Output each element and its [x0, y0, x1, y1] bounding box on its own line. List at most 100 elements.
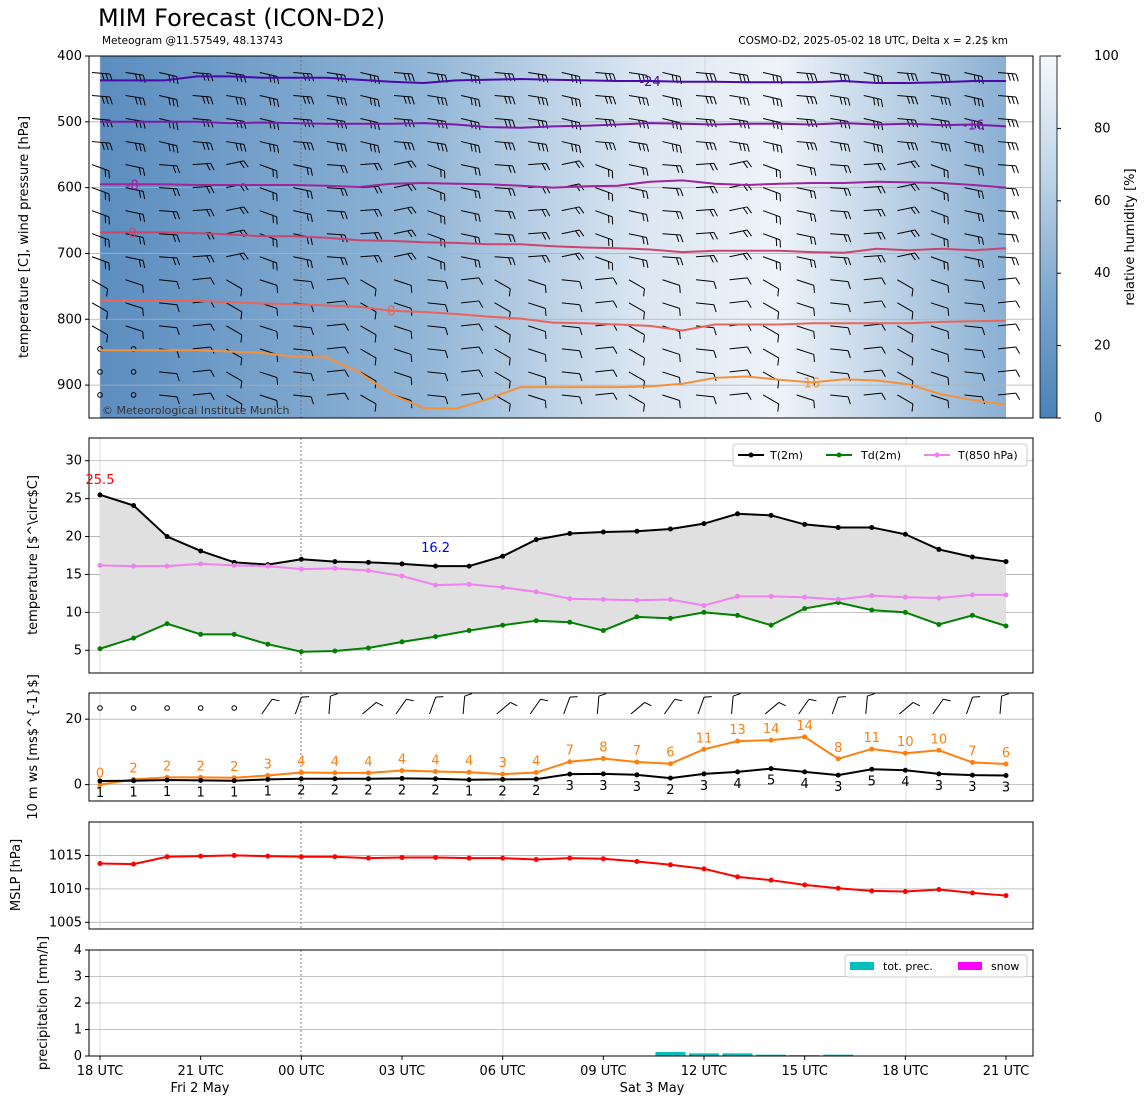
barb-flag	[340, 143, 344, 152]
series-point	[500, 776, 506, 782]
barb-shaft	[595, 71, 614, 75]
series-point	[701, 521, 707, 527]
barb-shaft	[259, 164, 277, 172]
series-point	[1003, 592, 1009, 598]
barb-shaft	[159, 302, 178, 306]
series-point	[936, 771, 942, 777]
barb-flag	[330, 693, 338, 697]
barb-flag	[512, 165, 516, 174]
barb-flag	[642, 236, 645, 245]
barb-shaft	[259, 256, 277, 264]
barb-flag	[176, 122, 179, 131]
barb-flag	[675, 211, 680, 220]
barb-shaft	[964, 325, 983, 329]
barb-shaft	[159, 394, 178, 398]
barb-flag	[713, 163, 718, 171]
barb-shaft	[595, 369, 614, 373]
barb-flag	[839, 143, 843, 151]
calm-circle	[130, 392, 137, 398]
barb-shaft	[125, 233, 144, 238]
barb-flag	[243, 160, 249, 168]
barb-flag	[810, 96, 814, 105]
barb-flag	[914, 73, 919, 82]
barb-flag	[411, 73, 415, 82]
barb-flag	[478, 323, 484, 331]
barb-shaft	[762, 279, 779, 290]
barb-shaft	[326, 210, 345, 213]
barb-flag	[176, 281, 180, 290]
barb-flag	[977, 167, 981, 176]
barb-flag	[1015, 369, 1021, 377]
barb-flag	[474, 190, 477, 199]
barb-shaft	[863, 118, 882, 124]
barb-flag	[940, 143, 944, 151]
barb-shaft	[964, 71, 983, 77]
barb-flag	[410, 400, 413, 409]
series-point	[768, 593, 774, 599]
barb-shaft	[561, 160, 580, 166]
barb-shaft	[930, 164, 948, 172]
barb-shaft	[461, 187, 479, 192]
barb-shaft	[595, 164, 613, 172]
barb-flag	[377, 99, 380, 108]
series-point	[869, 607, 875, 613]
barb-flag	[176, 76, 179, 85]
barb-flag	[1007, 73, 1011, 81]
barb-shaft	[561, 206, 580, 212]
barb-flag	[1015, 73, 1019, 82]
barb-flag	[777, 403, 780, 412]
barb-shaft	[460, 95, 479, 101]
series-point	[198, 548, 204, 554]
y-tick-label: 0	[74, 778, 82, 793]
barb-shaft	[930, 394, 949, 402]
barb-flag	[1015, 165, 1019, 174]
barb-flag	[1015, 346, 1021, 354]
barb-flag	[911, 334, 914, 343]
barb-flag	[643, 311, 645, 320]
barb-flag	[411, 229, 417, 237]
barb-shaft	[192, 208, 211, 212]
legend-prec: tot. prec.	[883, 960, 933, 973]
barb-flag	[407, 253, 413, 261]
series-point	[667, 526, 673, 532]
time-x-axis: 18 UTC 21 UTC 00 UTC 03 UTC 06 UTC 09 UTC 12 U…	[77, 1056, 1029, 1096]
barb-shaft	[360, 208, 379, 212]
legend-snow: snow	[991, 960, 1019, 973]
barb-shaft	[595, 392, 614, 396]
barb-flag	[101, 119, 105, 127]
barb-shaft	[762, 325, 779, 336]
series-line	[99, 735, 1007, 786]
barb-flag	[574, 144, 578, 153]
barb-shaft	[964, 141, 983, 147]
barb-flag	[873, 143, 876, 152]
barb-flag	[574, 98, 578, 107]
barb-flag	[374, 380, 377, 389]
barb-shaft	[393, 141, 412, 144]
barb-flag	[742, 230, 749, 238]
barb-shaft	[997, 118, 1016, 121]
barb-flag	[202, 142, 206, 150]
barb-flag	[478, 168, 481, 176]
barb-shaft	[427, 394, 446, 398]
barb-shaft	[326, 277, 345, 281]
series-point	[701, 866, 707, 872]
barb-flag	[272, 98, 276, 107]
barb-flag	[302, 142, 307, 150]
precip-bar	[722, 1053, 753, 1056]
barb-shaft	[930, 348, 949, 355]
barb-flag	[579, 373, 583, 382]
barb-shaft	[729, 300, 748, 304]
barb-flag	[369, 143, 373, 152]
wind-data-label: 13	[729, 723, 746, 738]
wind-data-label: 4	[364, 755, 372, 770]
series-point	[667, 761, 673, 767]
wind-data-label: 1	[230, 786, 238, 801]
series-line	[99, 601, 1007, 653]
barb-flag	[675, 188, 680, 196]
barb-flag	[239, 253, 245, 261]
barb-flag	[709, 186, 714, 194]
barb-flag	[981, 122, 984, 131]
barb-flag	[172, 144, 175, 153]
series-point	[802, 882, 808, 888]
